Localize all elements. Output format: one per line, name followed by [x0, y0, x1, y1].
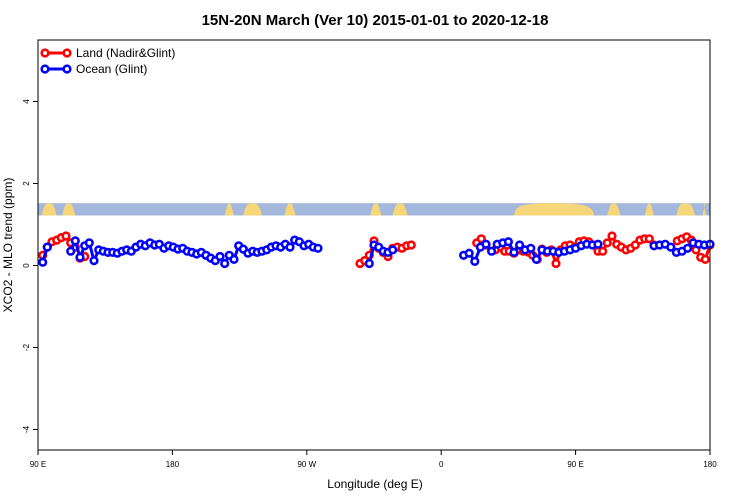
land-shape: [702, 203, 707, 216]
legend-marker: [62, 48, 72, 58]
data-point: [70, 236, 80, 246]
legend-label: Ocean (Glint): [76, 62, 147, 76]
data-point: [220, 258, 230, 269]
y-tick-label: -2: [22, 343, 31, 351]
data-point: [509, 247, 519, 257]
y-axis-label: XCO2 - MLO trend (ppm): [1, 178, 15, 313]
data-point: [75, 252, 85, 262]
land-shape: [644, 203, 654, 216]
land-shape: [676, 203, 696, 216]
land-shape: [243, 203, 262, 216]
data-point: [682, 243, 693, 253]
series-ocean: [38, 235, 715, 269]
data-point: [644, 234, 654, 244]
axis-layer: -4 -2 0 2 4 90 E 180 90 W 0 90 E 180: [22, 99, 717, 469]
legend-label: Land (Nadir&Glint): [76, 46, 175, 60]
data-point: [598, 246, 608, 256]
land-shape: [370, 203, 382, 216]
data-point: [38, 257, 48, 267]
land-shape: [41, 203, 57, 216]
x-tick-label: 0: [439, 460, 444, 469]
data-point: [526, 243, 536, 253]
data-point: [470, 256, 480, 267]
x-tick-label: 90 E: [567, 460, 583, 469]
data-point: [666, 242, 676, 252]
data-point: [285, 242, 295, 252]
x-tick-label: 180: [166, 460, 180, 469]
data-point: [503, 237, 514, 247]
legend: Land (Nadir&Glint) Ocean (Glint): [40, 46, 175, 76]
data-point: [364, 258, 374, 269]
land-shape: [284, 203, 296, 216]
data-point: [464, 248, 474, 258]
data-point: [42, 242, 52, 252]
y-tick-label: -4: [22, 425, 31, 433]
data-point: [531, 254, 542, 265]
data-point: [215, 251, 225, 262]
data-point: [481, 239, 491, 249]
data-point: [406, 240, 416, 250]
x-axis-label: Longitude (deg E): [327, 477, 422, 491]
data-point: [388, 245, 398, 255]
x-tick-label: 180: [703, 460, 717, 469]
data-point: [313, 243, 323, 253]
land-shape: [607, 203, 621, 216]
land-shape: [392, 203, 408, 216]
chart-title: 15N-20N March (Ver 10) 2015-01-01 to 202…: [202, 12, 549, 29]
land-mask-band: [38, 203, 710, 216]
land-shape: [514, 203, 595, 216]
x-tick-label: 90 W: [297, 460, 316, 469]
data-point: [89, 256, 99, 266]
land-shape: [62, 203, 76, 216]
data-point: [514, 240, 525, 250]
data-point: [551, 258, 561, 269]
plot-frame: [37, 39, 711, 451]
data-point: [487, 246, 497, 256]
data-point: [66, 246, 76, 256]
y-tick-label: 0: [22, 263, 31, 268]
series-layer: [38, 231, 715, 269]
data-point: [229, 254, 239, 265]
y-tick-label: 2: [22, 181, 31, 186]
legend-marker: [40, 64, 50, 74]
data-point: [607, 231, 617, 241]
data-point: [84, 238, 94, 248]
land-shape: [224, 203, 234, 216]
data-point: [602, 238, 612, 248]
legend-marker: [40, 48, 50, 58]
data-point: [476, 234, 486, 244]
data-point: [61, 231, 71, 241]
data-point: [593, 239, 603, 249]
y-tick-label: 4: [22, 99, 31, 104]
legend-marker: [62, 64, 72, 74]
data-point: [700, 254, 710, 265]
x-tick-label: 90 E: [30, 460, 46, 469]
